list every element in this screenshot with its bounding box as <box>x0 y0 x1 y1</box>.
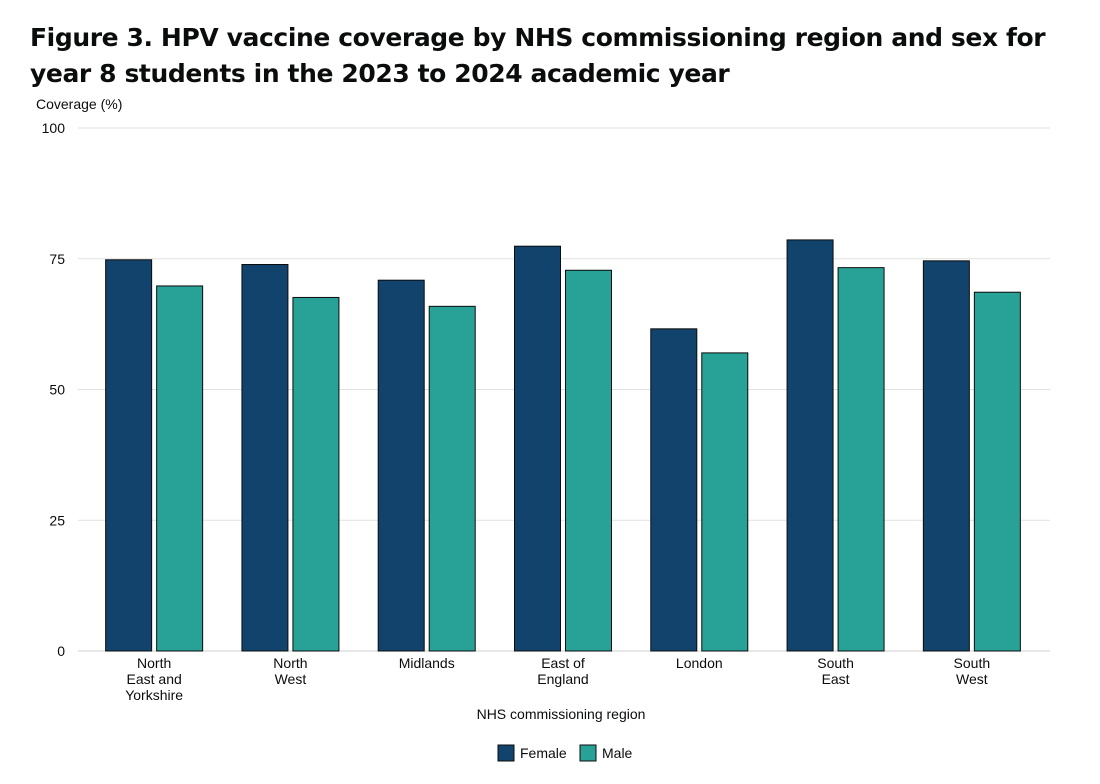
x-tick-label: South West <box>954 655 991 687</box>
bar-female <box>922 260 970 652</box>
x-tick-label: Midlands <box>399 655 455 671</box>
bar-male <box>973 291 1021 652</box>
bar-female <box>377 279 425 652</box>
bar-male <box>837 267 885 652</box>
bar-male <box>156 285 204 652</box>
x-axis-ticks: North East and Yorkshire North West Midlands E… <box>125 655 990 703</box>
bar-female <box>241 264 289 652</box>
legend-swatch-female <box>497 744 515 762</box>
bars <box>105 239 1021 652</box>
bar-female <box>786 239 834 652</box>
y-tick-label: 75 <box>49 251 65 267</box>
chart-title: Figure 3. HPV vaccine coverage by NHS co… <box>30 23 1046 88</box>
y-axis-title: Coverage (%) <box>36 96 122 112</box>
y-tick-label: 100 <box>42 120 66 136</box>
y-tick-label: 0 <box>57 643 65 659</box>
bar-male <box>292 296 340 652</box>
x-tick-label: East of England <box>537 655 588 687</box>
bar-female <box>650 328 698 652</box>
legend-swatch-male <box>579 744 597 762</box>
bar-female <box>105 259 153 652</box>
y-axis-ticks: 0 25 50 75 100 <box>42 120 66 659</box>
x-tick-label: South East <box>817 655 854 687</box>
x-axis-title: NHS commissioning region <box>477 706 646 722</box>
x-tick-label: North East and Yorkshire <box>125 655 183 703</box>
bar-male <box>565 269 612 652</box>
gridlines <box>78 127 1050 652</box>
x-tick-label: North West <box>273 655 307 687</box>
y-tick-label: 50 <box>49 382 65 398</box>
bar-male <box>701 352 749 652</box>
legend: Female Male <box>497 744 633 762</box>
bar-male <box>428 305 476 652</box>
y-tick-label: 25 <box>49 512 65 528</box>
bar-female <box>514 245 561 652</box>
x-tick-label: London <box>676 655 723 671</box>
legend-label-female: Female <box>520 745 567 761</box>
legend-label-male: Male <box>602 745 633 761</box>
